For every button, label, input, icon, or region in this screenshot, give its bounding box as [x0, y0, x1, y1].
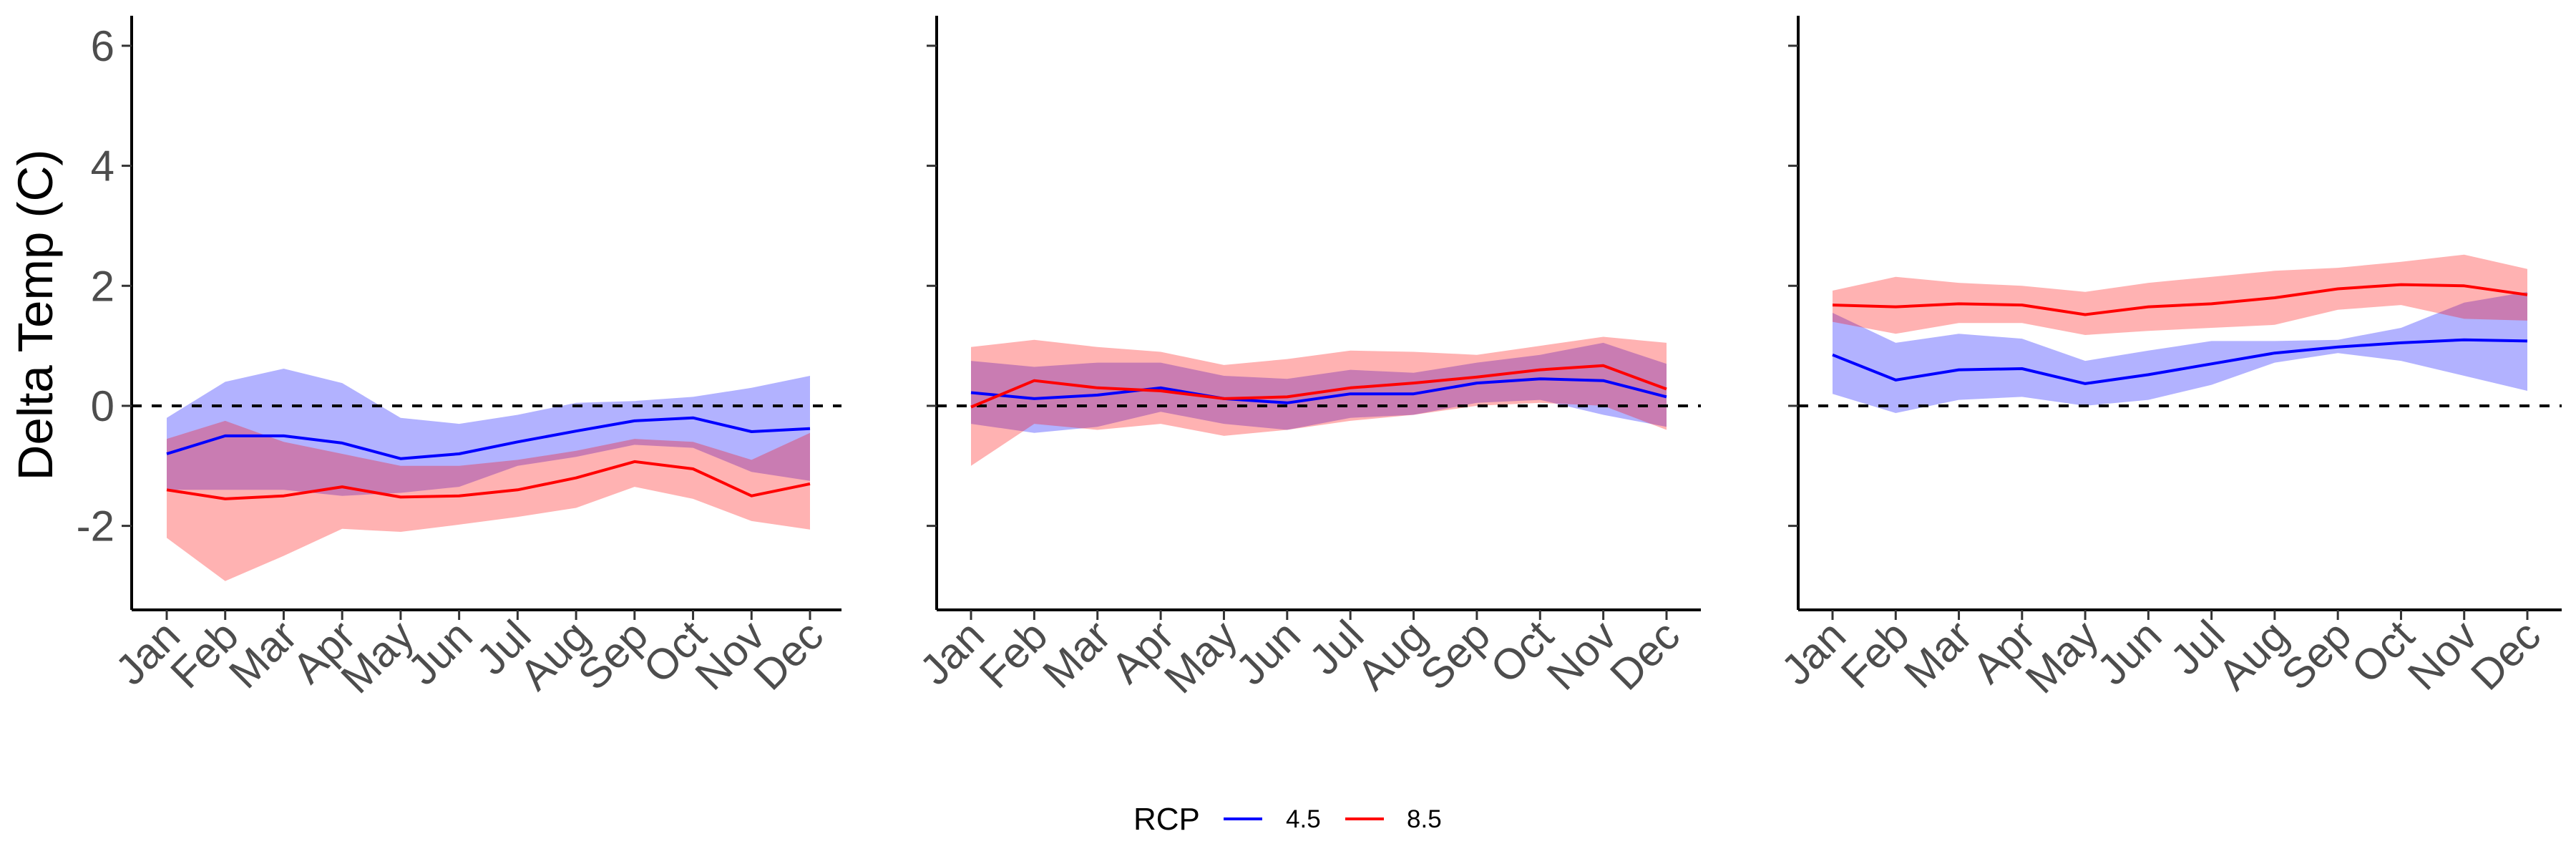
- series-line-panel-1-rcp-4.5: [166, 416, 811, 460]
- band-panel-1-rcp-8.5: [167, 420, 810, 581]
- series-line-panel-3-rcp-8.5: [1832, 283, 2528, 316]
- series-line-panel-2-rcp-8.5: [970, 364, 1667, 409]
- series-line-panel-3-rcp-4.5: [1832, 338, 2528, 385]
- series-line-panel-2-rcp-4.5: [970, 377, 1667, 404]
- band-panel-3-rcp-4.5: [1833, 291, 2527, 413]
- legend-title: RCP: [1133, 802, 1200, 837]
- band-layer: [167, 254, 2527, 581]
- y-axis-title: Delta Temp (C): [8, 150, 63, 481]
- x-tick-label-panel-2-dec: Dec: [1601, 611, 1689, 699]
- legend: RCP 4.5 8.5: [1133, 802, 1442, 837]
- legend-label-8.5: 8.5: [1407, 805, 1442, 833]
- x-tick-label-panel-3-dec: Dec: [2462, 611, 2550, 699]
- y-tick-label-6: 6: [91, 22, 114, 70]
- y-tick-label-2: 2: [91, 262, 114, 310]
- x-tick-label-panel-2-jun: Jun: [1226, 611, 1309, 694]
- band-panel-3-rcp-8.5: [1833, 254, 2527, 335]
- band-panel-1-rcp-4.5: [167, 369, 810, 496]
- x-tick-label-panel-1-dec: Dec: [744, 611, 832, 699]
- series-line-layer: [166, 283, 2528, 500]
- x-tick-label-panel-3-jun: Jun: [2088, 611, 2171, 694]
- legend-label-4.5: 4.5: [1286, 805, 1321, 833]
- y-tick-label-0: 0: [91, 382, 114, 430]
- series-line-panel-1-rcp-8.5: [166, 460, 811, 500]
- axes-layer: [122, 16, 2562, 620]
- band-panel-2-rcp-8.5: [971, 336, 1667, 466]
- y-tick-label--2: -2: [77, 503, 114, 550]
- band-panel-2-rcp-4.5: [971, 342, 1667, 433]
- y-tick-label-4: 4: [91, 142, 114, 190]
